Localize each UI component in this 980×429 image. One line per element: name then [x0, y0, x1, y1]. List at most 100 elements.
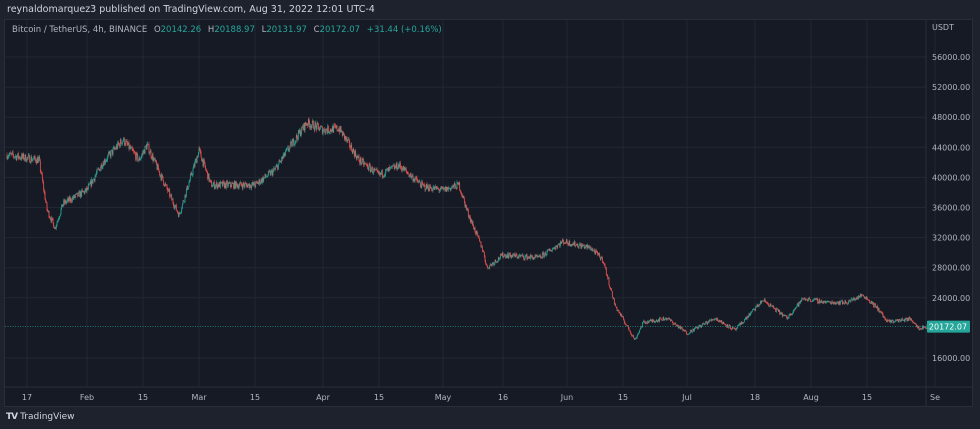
candle-body [147, 143, 149, 145]
candle-body [458, 182, 460, 185]
candle-body [894, 321, 896, 323]
time-tick-label: Mar [191, 393, 207, 402]
candle-body [255, 181, 257, 183]
candle-body [25, 154, 27, 162]
candle-body [663, 319, 665, 321]
candle-body [773, 308, 775, 309]
candle-body [841, 300, 843, 304]
candle-body [400, 167, 402, 168]
candle-body [476, 230, 478, 233]
candle-body [592, 250, 594, 251]
candle-body [835, 303, 837, 304]
candle-body [254, 185, 256, 187]
candle-body [833, 302, 835, 303]
candle-body [369, 164, 371, 166]
candle-body [194, 161, 196, 167]
candle-body [191, 172, 193, 175]
candle-body [685, 331, 687, 335]
candle-body [836, 302, 838, 304]
candle-body [559, 241, 561, 247]
candle-body [192, 168, 194, 175]
candle-body [736, 328, 738, 329]
candle-body [453, 184, 455, 188]
candle-body [561, 239, 563, 242]
candle-body [97, 168, 99, 170]
candle-body [479, 241, 481, 243]
candle-body [442, 188, 444, 189]
candle-body [433, 186, 435, 189]
candle-body [440, 186, 442, 190]
time-tick-label: Jul [681, 393, 692, 402]
candle-body [337, 130, 339, 132]
candle-body [707, 321, 709, 325]
tradingview-footer[interactable]: 𝗧𝗩 TradingView [6, 412, 75, 422]
candle-body [515, 253, 517, 256]
candle-body [741, 322, 743, 324]
candle-body [354, 151, 356, 157]
candle-body [774, 308, 776, 310]
candle-body [257, 182, 259, 185]
candle-body [587, 245, 589, 248]
low-value: 20131.97 [266, 25, 307, 35]
candle-body [727, 324, 729, 328]
candle-body [786, 316, 788, 320]
candle-body [844, 300, 846, 304]
candle-body [271, 170, 273, 176]
candle-body [701, 323, 703, 326]
candle-body [350, 144, 352, 148]
candle-body [76, 192, 78, 194]
candle-body [637, 334, 639, 336]
candle-body [713, 319, 715, 321]
candle-body [761, 300, 763, 302]
candle-body [214, 186, 216, 189]
candle-body [382, 176, 384, 177]
candle-body [621, 316, 623, 317]
candle-body [589, 246, 591, 250]
candle-body [421, 181, 423, 188]
candle-body [336, 125, 338, 131]
candle-body [750, 311, 752, 314]
candle-body [883, 316, 885, 318]
candle-body [143, 150, 145, 153]
candle-body [152, 154, 154, 162]
candle-body [741, 321, 743, 324]
candle-body [231, 183, 233, 188]
candle-body [825, 301, 827, 304]
candle-body [351, 150, 353, 154]
candle-body [156, 164, 158, 170]
candle-body [807, 299, 809, 302]
candle-body [331, 130, 333, 132]
candle-body [312, 121, 314, 122]
candle-body [165, 184, 167, 186]
price-tick-label: 52000.00 [932, 83, 970, 92]
candle-body [472, 221, 474, 226]
candle-body [457, 182, 459, 183]
candle-body [613, 298, 615, 300]
candle-body [211, 182, 213, 188]
candle-body [136, 152, 138, 155]
candle-body [127, 143, 129, 146]
candle-body [660, 318, 662, 320]
candle-body [151, 154, 153, 159]
candle-body [285, 150, 287, 155]
candle-body [309, 126, 311, 128]
candle-body [788, 314, 790, 318]
candle-body [13, 156, 15, 158]
candle-body [806, 299, 808, 301]
candle-body [7, 156, 9, 158]
candle-body [921, 329, 923, 330]
candle-body [69, 197, 71, 202]
candle-body [497, 257, 499, 261]
candle-body [132, 149, 134, 151]
candle-body [618, 310, 620, 313]
candle-body [737, 325, 739, 327]
candle-body [346, 137, 348, 142]
candle-body [711, 319, 713, 321]
candle-body [227, 181, 229, 187]
candle-body [202, 159, 204, 166]
candle-body [121, 141, 123, 145]
candle-body [584, 247, 586, 249]
candle-body [392, 165, 394, 167]
candle-body [372, 172, 374, 174]
